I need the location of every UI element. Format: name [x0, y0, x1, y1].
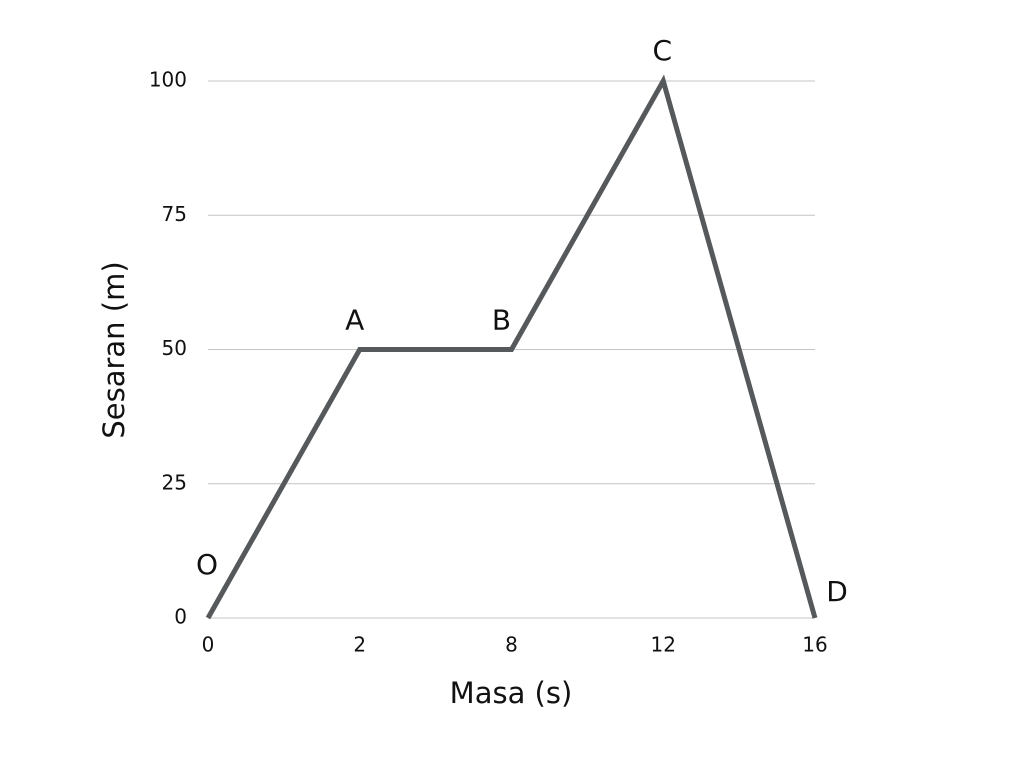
x-tick-label: 16	[802, 633, 827, 657]
x-tick-label: 0	[202, 633, 215, 657]
point-label: B	[492, 304, 511, 337]
y-tick-label: 50	[162, 336, 187, 360]
point-label: D	[826, 575, 848, 608]
y-tick-label: 25	[162, 470, 187, 494]
point-label: O	[196, 548, 218, 581]
point-label: A	[345, 304, 364, 337]
x-tick-label: 12	[651, 633, 676, 657]
y-tick-label: 0	[174, 605, 187, 629]
x-tick-label: 8	[505, 633, 518, 657]
y-tick-label: 75	[162, 202, 187, 226]
y-tick-label: 100	[149, 68, 187, 92]
point-label: C	[652, 34, 672, 67]
x-tick-label: 2	[353, 633, 366, 657]
x-axis-label: Masa (s)	[450, 676, 573, 710]
data-line	[205, 74, 818, 620]
y-axis-label: Sesaran (m)	[97, 261, 131, 438]
